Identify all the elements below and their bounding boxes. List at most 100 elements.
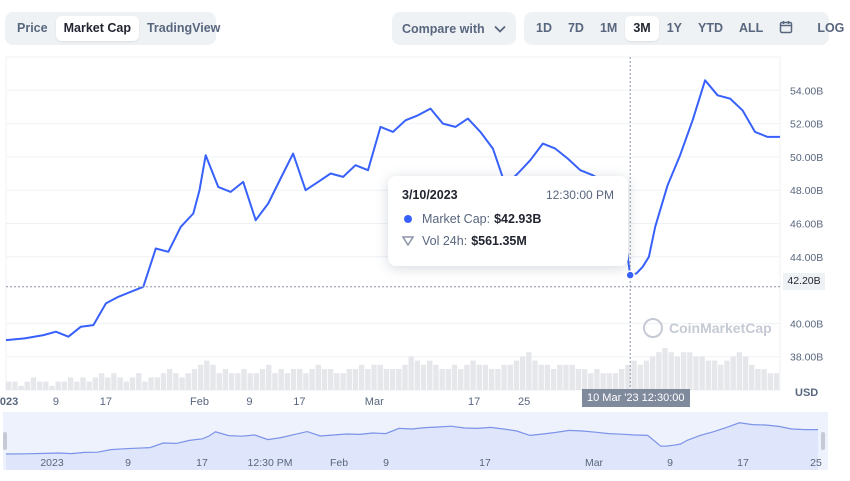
navigator-tick-label: Mar	[585, 457, 604, 469]
tooltip-volume-row: Vol 24h: $561.35M	[402, 234, 614, 248]
volume-bar	[197, 364, 204, 390]
volume-bar	[67, 377, 74, 390]
market-cap-line	[5, 79, 780, 342]
volume-bar	[185, 373, 191, 390]
series-dot-icon	[404, 215, 412, 223]
volume-bar	[12, 381, 18, 390]
volume-bar	[575, 369, 582, 390]
volume-bar	[625, 364, 631, 390]
volume-bar	[550, 369, 557, 390]
navigator-handle-left	[3, 432, 7, 450]
volume-bar	[569, 364, 575, 390]
tab-price[interactable]: Price	[17, 21, 48, 35]
volume-bar	[749, 364, 755, 390]
volume-bar	[619, 369, 625, 390]
volume-bar	[724, 360, 730, 390]
volume-bar	[767, 373, 774, 390]
y-axis-unit: USD	[795, 387, 819, 399]
range-7d[interactable]: 7D	[567, 21, 584, 35]
y-tick-label: 44.00B	[790, 252, 823, 264]
volume-bar	[687, 352, 693, 390]
volume-bar	[148, 377, 154, 390]
volume-bar	[358, 364, 365, 390]
volume-bar	[80, 377, 86, 390]
watermark: CoinMarketCap	[643, 318, 772, 338]
volume-bar	[235, 373, 241, 390]
volume-bar	[111, 373, 117, 390]
volume-bar	[253, 373, 260, 390]
volume-bar	[718, 364, 724, 390]
volume-bar	[61, 381, 68, 390]
volume-bar	[563, 364, 569, 390]
tooltip-time: 12:30:00 PM	[545, 188, 614, 202]
volume-bar	[495, 369, 501, 390]
navigator-tick-label: 2023	[40, 457, 64, 469]
volume-bar	[656, 352, 662, 390]
volume-bar	[228, 373, 235, 390]
range-ytd[interactable]: YTD	[698, 21, 724, 35]
crosshair-price-label: 42.20B	[783, 273, 825, 290]
volume-bar	[24, 381, 30, 390]
volume-bar	[606, 373, 613, 390]
volume-bar	[408, 356, 414, 390]
volume-bar	[773, 373, 780, 390]
volume-bar	[315, 364, 321, 390]
volume-bar	[247, 373, 253, 390]
navigator-tick-label: 9	[125, 457, 131, 469]
volume-bar	[501, 364, 507, 390]
tooltip-date: 3/10/2023	[402, 188, 458, 202]
volume-bar	[142, 381, 148, 390]
y-tick-label: 46.00B	[790, 219, 823, 231]
volume-bar	[43, 381, 49, 390]
navigator-tick-label: 9	[383, 457, 389, 469]
chart-tooltip: 3/10/2023 12:30:00 PM Market Cap: $42.93…	[388, 176, 628, 266]
volume-bar	[136, 373, 142, 390]
range-all[interactable]: ALL	[739, 21, 764, 35]
volume-bar	[92, 377, 99, 390]
volume-bar	[513, 360, 520, 390]
volume-bar	[36, 381, 43, 390]
volume-bar	[736, 352, 743, 390]
x-tick-label: 17	[468, 396, 480, 408]
navigator-tick-label: 12:30 PM	[248, 457, 293, 469]
tooltip-market-cap-value: $42.93B	[494, 212, 542, 226]
log-toggle[interactable]: LOG	[817, 21, 845, 35]
tab-tradingview[interactable]: TradingView	[146, 21, 221, 35]
volume-bar	[662, 348, 668, 390]
volume-bar	[488, 369, 495, 390]
volume-bar	[594, 369, 600, 390]
volume-bar	[420, 364, 427, 390]
x-tick-label: 9	[53, 396, 59, 408]
range-1d[interactable]: 1D	[536, 21, 552, 35]
volume-bar	[519, 356, 526, 390]
volume-bar	[210, 364, 216, 390]
volume-bar	[383, 369, 390, 390]
volume-bar	[297, 369, 303, 390]
volume-bar	[674, 356, 681, 390]
navigator-tick-label: 17	[479, 457, 491, 469]
calendar-button[interactable]	[771, 16, 801, 41]
volume-bar	[482, 364, 489, 390]
volume-bar	[600, 373, 606, 390]
volume-bar	[160, 373, 167, 390]
volume-bar	[272, 373, 278, 390]
volume-bar	[649, 356, 656, 390]
tooltip-volume-label: Vol 24h:	[422, 234, 468, 248]
volume-bar	[761, 369, 767, 390]
volume-bar	[352, 369, 359, 390]
hover-point	[625, 270, 635, 280]
volume-bar	[166, 369, 173, 390]
tooltip-volume-value: $561.35M	[471, 234, 527, 248]
range-3m[interactable]: 3M	[625, 16, 659, 41]
volume-bar	[204, 360, 210, 390]
volume-bar	[222, 369, 229, 390]
volume-bar	[365, 369, 371, 390]
volume-bar	[284, 373, 291, 390]
compare-dropdown[interactable]: Compare with	[392, 12, 516, 45]
tab-market-cap[interactable]: Market Cap	[55, 16, 139, 41]
range-1y[interactable]: 1Y	[666, 21, 683, 35]
tooltip-market-cap-label: Market Cap:	[422, 212, 491, 226]
volume-bar	[705, 360, 712, 390]
range-1m[interactable]: 1M	[599, 21, 618, 35]
